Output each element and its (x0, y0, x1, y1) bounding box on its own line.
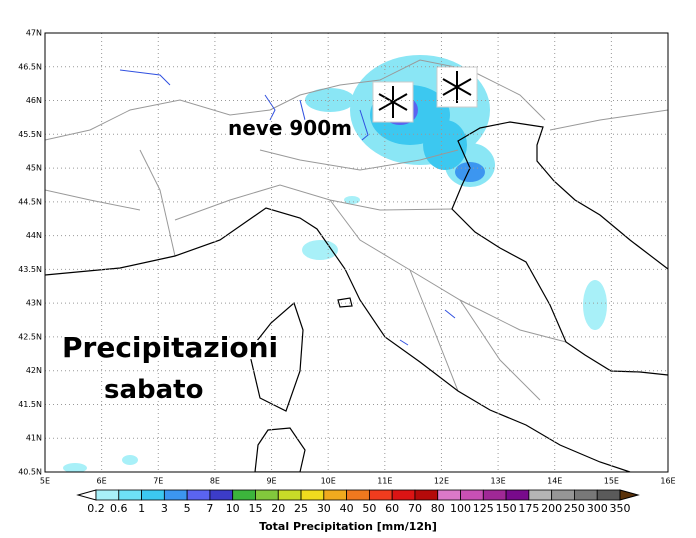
lon-label: 16E (660, 477, 675, 486)
colorbar-box (482, 489, 507, 501)
colorbar-label: 150 (496, 502, 517, 515)
colorbar-label: 30 (317, 502, 331, 515)
lat-label: 46N (26, 96, 42, 105)
colorbar-box (163, 489, 188, 501)
colorbar-box (505, 489, 530, 501)
lat-label: 42.5N (18, 332, 42, 341)
colorbar-box (186, 489, 211, 501)
colorbar-label: 15 (248, 502, 262, 515)
colorbar-box (437, 489, 461, 501)
colorbar-label: 100 (450, 502, 471, 515)
colorbar-box (596, 489, 621, 501)
colorbar-box (528, 489, 553, 501)
borders (45, 59, 668, 401)
colorbar-box (368, 489, 393, 501)
colorbar-label: 300 (587, 502, 608, 515)
lon-label: 5E (40, 477, 50, 486)
lat-label: 44.5N (18, 197, 42, 206)
lat-label: 45.5N (18, 130, 42, 139)
lon-label: 14E (547, 477, 562, 486)
colorbar-box (118, 489, 142, 501)
colorbar-label: 20 (271, 502, 285, 515)
coastline (45, 121, 668, 472)
colorbar-label: 200 (541, 502, 562, 515)
lat-label: 41N (26, 434, 42, 443)
colorbar-label: 1 (138, 502, 145, 515)
colorbar-title: Total Precipitation [mm/12h] (259, 520, 437, 533)
lon-label: 6E (97, 477, 107, 486)
lon-label: 15E (604, 477, 619, 486)
colorbar-label: 25 (294, 502, 308, 515)
colorbar-label: 0.6 (110, 502, 128, 515)
colorbar-box (232, 489, 256, 501)
lon-label: 13E (490, 477, 505, 486)
colorbar-box (300, 489, 325, 501)
colorbar-label: 350 (610, 502, 631, 515)
lat-label: 46.5N (18, 62, 42, 71)
colorbar-label: 80 (431, 502, 445, 515)
colorbar-label: 250 (564, 502, 585, 515)
colorbar-label: 125 (473, 502, 494, 515)
colorbar-label: 40 (340, 502, 354, 515)
title-line: Precipitazioni (62, 331, 278, 364)
lon-label: 11E (377, 477, 392, 486)
title-line: sabato (104, 375, 203, 405)
colorbar-box (209, 489, 234, 501)
colorbar-label: 70 (408, 502, 422, 515)
lon-label: 8E (210, 477, 220, 486)
colorbar-box (95, 489, 120, 501)
colorbar-arrow (76, 489, 97, 501)
colorbar-label: 10 (226, 502, 240, 515)
colorbar-box (346, 489, 370, 501)
lon-label: 9E (266, 477, 276, 486)
colorbar-arrow (619, 489, 640, 501)
snow-annotation: neve 900m (228, 116, 352, 140)
colorbar-label: 175 (518, 502, 539, 515)
lakes (119, 69, 456, 346)
colorbar-box (574, 489, 598, 501)
colorbar-label: 5 (184, 502, 191, 515)
colorbar-label: 0.2 (87, 502, 105, 515)
lat-label: 44N (26, 231, 42, 240)
colorbar-box (460, 489, 484, 501)
colorbar-label: 7 (206, 502, 213, 515)
lon-label: 12E (434, 477, 449, 486)
colorbar-box (277, 489, 302, 501)
lon-label: 10E (321, 477, 336, 486)
colorbar-box (323, 489, 348, 501)
colorbar-label: 3 (161, 502, 168, 515)
colorbar-box (551, 489, 575, 501)
colorbar-box (141, 489, 165, 501)
colorbar-label: 50 (362, 502, 376, 515)
lat-label: 41.5N (18, 400, 42, 409)
lat-label: 47N (26, 29, 42, 38)
colorbar-box (391, 489, 416, 501)
lat-label: 42N (26, 366, 42, 375)
lat-label: 45N (26, 164, 42, 173)
colorbar-label: 60 (385, 502, 399, 515)
colorbar-box (414, 489, 439, 501)
lon-label: 7E (153, 477, 163, 486)
lat-label: 43N (26, 299, 42, 308)
lat-label: 40.5N (18, 468, 42, 477)
map-area (45, 33, 668, 472)
lat-label: 43.5N (18, 265, 42, 274)
colorbar-box (255, 489, 279, 501)
map-frame (44, 32, 669, 473)
